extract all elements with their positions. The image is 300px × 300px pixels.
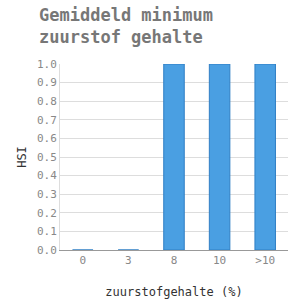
svg-text:3: 3: [125, 254, 132, 267]
svg-text:0.8: 0.8: [37, 95, 57, 108]
svg-text:>10: >10: [255, 254, 275, 267]
svg-text:1.0: 1.0: [37, 58, 57, 71]
svg-text:0.5: 0.5: [37, 151, 57, 164]
svg-text:HSI: HSI: [15, 146, 29, 168]
svg-text:0.7: 0.7: [37, 114, 57, 127]
svg-text:0.4: 0.4: [37, 169, 57, 182]
svg-text:0: 0: [79, 254, 86, 267]
svg-text:0.2: 0.2: [37, 207, 57, 220]
svg-text:zuurstofgehalte (%): zuurstofgehalte (%): [105, 285, 242, 299]
svg-text:Gemiddeld minimumzuurstof geha: Gemiddeld minimumzuurstof gehalte: [39, 5, 213, 47]
svg-text:0.3: 0.3: [37, 188, 57, 201]
svg-text:0.6: 0.6: [37, 132, 57, 145]
svg-text:0.9: 0.9: [37, 76, 57, 89]
svg-text:10: 10: [213, 254, 226, 267]
svg-text:0.0: 0.0: [37, 244, 57, 257]
svg-text:0.1: 0.1: [37, 225, 57, 238]
svg-text:8: 8: [171, 254, 178, 267]
